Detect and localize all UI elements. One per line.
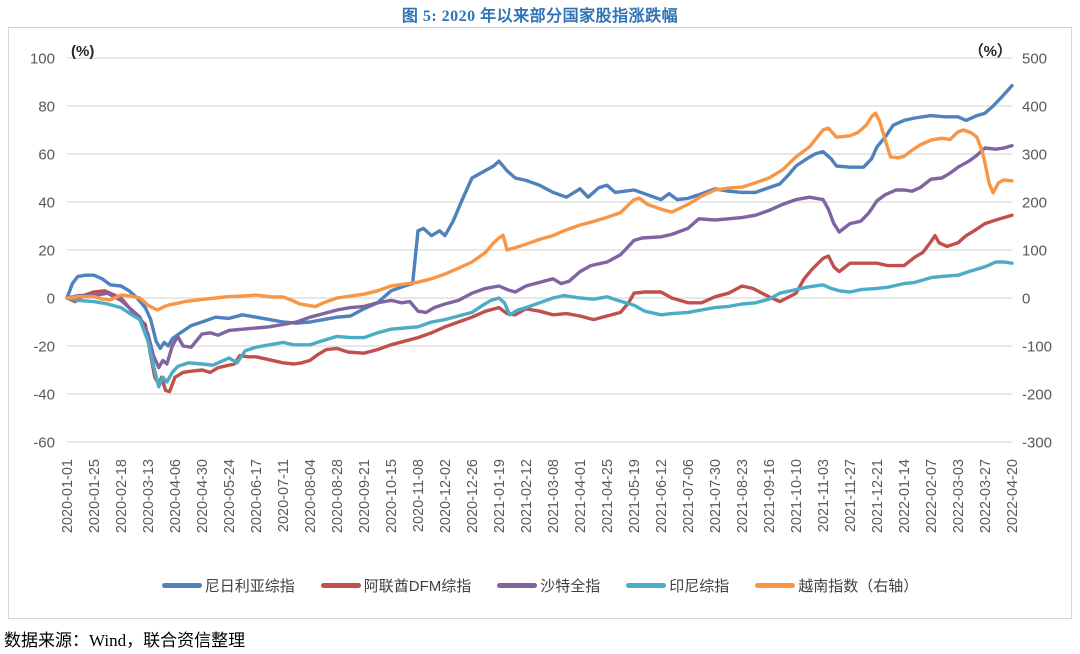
legend-item-saudi: 沙特全指 bbox=[497, 575, 600, 596]
svg-text:-40: -40 bbox=[33, 387, 55, 404]
chart-title: 图 5: 2020 年以来部分国家股指涨跌幅 bbox=[401, 7, 679, 25]
svg-text:300: 300 bbox=[1022, 147, 1047, 164]
legend-label: 尼日利亚综指 bbox=[204, 577, 295, 595]
svg-text:-20: -20 bbox=[33, 339, 55, 356]
svg-text:2021-05-19: 2021-05-19 bbox=[627, 459, 643, 533]
svg-text:400: 400 bbox=[1022, 99, 1047, 116]
svg-text:2021-01-19: 2021-01-19 bbox=[492, 459, 508, 533]
svg-text:2020-04-30: 2020-04-30 bbox=[195, 459, 211, 533]
svg-text:60: 60 bbox=[38, 147, 55, 164]
svg-text:2021-04-25: 2021-04-25 bbox=[600, 459, 616, 533]
series-line-0 bbox=[65, 83, 1014, 351]
svg-text:2021-07-30: 2021-07-30 bbox=[708, 459, 724, 533]
legend-label: 沙特全指 bbox=[540, 577, 601, 595]
x-axis-labels: 2020-01-01 2020-01-25 2020-02-18 2020-03-13… bbox=[60, 459, 1021, 533]
svg-text:100: 100 bbox=[1022, 243, 1047, 260]
svg-text:20: 20 bbox=[38, 243, 55, 260]
svg-text:2020-01-25: 2020-01-25 bbox=[87, 459, 103, 533]
chart-canvas: 100806040200-20-40-605004003002001000-10… bbox=[30, 42, 1052, 533]
svg-text:100: 100 bbox=[30, 51, 55, 68]
right-axis-unit: （%） bbox=[969, 42, 1012, 60]
svg-text:2020-05-24: 2020-05-24 bbox=[222, 459, 238, 533]
svg-text:2020-12-26: 2020-12-26 bbox=[465, 459, 481, 533]
svg-text:2021-04-01: 2021-04-01 bbox=[573, 459, 589, 533]
svg-text:2020-04-06: 2020-04-06 bbox=[168, 459, 184, 533]
legend-label: 越南指数（右轴） bbox=[798, 577, 919, 595]
svg-text:2022-03-27: 2022-03-27 bbox=[978, 459, 994, 533]
svg-text:2021-08-23: 2021-08-23 bbox=[735, 459, 751, 533]
svg-text:2020-11-08: 2020-11-08 bbox=[411, 459, 427, 532]
data-source-note: 数据来源：Wind，联合资信整理 bbox=[4, 631, 246, 650]
svg-text:2020-10-15: 2020-10-15 bbox=[384, 459, 400, 533]
legend-label: 阿联酋DFM综指 bbox=[363, 577, 472, 595]
legend-item-nigeria: 尼日利亚综指 bbox=[161, 575, 295, 596]
left-axis-unit: (%) bbox=[71, 43, 94, 60]
svg-text:40: 40 bbox=[38, 195, 55, 212]
svg-text:0: 0 bbox=[47, 291, 55, 308]
series-line-3 bbox=[65, 260, 1014, 389]
legend-item-vietnam: 越南指数（右轴） bbox=[755, 575, 918, 596]
svg-text:2021-09-16: 2021-09-16 bbox=[762, 459, 778, 533]
svg-text:2021-12-21: 2021-12-21 bbox=[870, 459, 886, 533]
figure-title-row: 图 5: 2020 年以来部分国家股指涨跌幅 bbox=[0, 0, 1080, 27]
legend-line-swatch-saudi bbox=[497, 582, 538, 588]
line-chart: 100 80 60 40 20 0 -20 -40 -60 500 400 300 200 100 0 -10… bbox=[9, 28, 1071, 563]
series-line-2 bbox=[65, 143, 1014, 370]
legend-item-indonesia: 印尼综指 bbox=[626, 575, 729, 596]
svg-text:-200: -200 bbox=[1022, 387, 1052, 404]
legend-line-swatch-vietnam bbox=[755, 582, 796, 588]
svg-text:0: 0 bbox=[1022, 291, 1030, 308]
svg-text:2020-08-28: 2020-08-28 bbox=[330, 459, 346, 533]
svg-text:2022-02-07: 2022-02-07 bbox=[924, 459, 940, 533]
svg-text:2020-12-02: 2020-12-02 bbox=[438, 459, 454, 533]
svg-text:2021-11-27: 2021-11-27 bbox=[843, 459, 859, 532]
svg-text:2020-03-13: 2020-03-13 bbox=[141, 459, 157, 533]
svg-text:2021-10-10: 2021-10-10 bbox=[789, 459, 805, 533]
svg-text:2021-02-12: 2021-02-12 bbox=[519, 459, 535, 533]
legend-line-swatch-uae-dfm bbox=[320, 582, 361, 588]
svg-text:2021-07-06: 2021-07-06 bbox=[681, 459, 697, 533]
svg-text:2020-06-17: 2020-06-17 bbox=[249, 459, 265, 533]
svg-text:2022-03-03: 2022-03-03 bbox=[951, 459, 967, 533]
svg-text:2022-01-14: 2022-01-14 bbox=[897, 459, 913, 533]
legend-item-uae-dfm: 阿联酋DFM综指 bbox=[320, 575, 472, 596]
svg-text:-100: -100 bbox=[1022, 339, 1052, 356]
series-line-4 bbox=[65, 111, 1014, 312]
right-axis-tick-labels: 500 400 300 200 100 0 -100 -200 -300 bbox=[1022, 51, 1052, 452]
svg-text:2021-03-08: 2021-03-08 bbox=[546, 459, 562, 533]
legend-label: 印尼综指 bbox=[669, 577, 730, 595]
figure-frame: 100 80 60 40 20 0 -20 -40 -60 500 400 300 200 100 0 -10… bbox=[8, 27, 1072, 619]
svg-text:80: 80 bbox=[38, 99, 55, 116]
svg-text:2021-06-12: 2021-06-12 bbox=[654, 459, 670, 533]
svg-text:-300: -300 bbox=[1022, 435, 1052, 452]
svg-text:-60: -60 bbox=[33, 435, 55, 452]
svg-text:2020-09-21: 2020-09-21 bbox=[357, 459, 373, 533]
svg-text:2020-08-04: 2020-08-04 bbox=[303, 459, 319, 533]
svg-text:2020-01-01: 2020-01-01 bbox=[60, 459, 76, 533]
svg-text:500: 500 bbox=[1022, 51, 1047, 68]
left-axis-tick-labels: 100 80 60 40 20 0 -20 -40 -60 bbox=[30, 51, 55, 452]
svg-text:200: 200 bbox=[1022, 195, 1047, 212]
svg-text:2021-11-03: 2021-11-03 bbox=[816, 459, 832, 532]
svg-text:2020-07-11: 2020-07-11 bbox=[276, 459, 292, 532]
chart-legend: 尼日利亚综指 阿联酋DFM综指 沙特全指 印尼综指 越南指数（右轴） bbox=[9, 563, 1071, 607]
legend-line-swatch-nigeria bbox=[161, 582, 202, 588]
svg-text:2022-04-20: 2022-04-20 bbox=[1005, 459, 1021, 533]
legend-line-swatch-indonesia bbox=[626, 582, 667, 588]
svg-text:2020-02-18: 2020-02-18 bbox=[114, 459, 130, 533]
